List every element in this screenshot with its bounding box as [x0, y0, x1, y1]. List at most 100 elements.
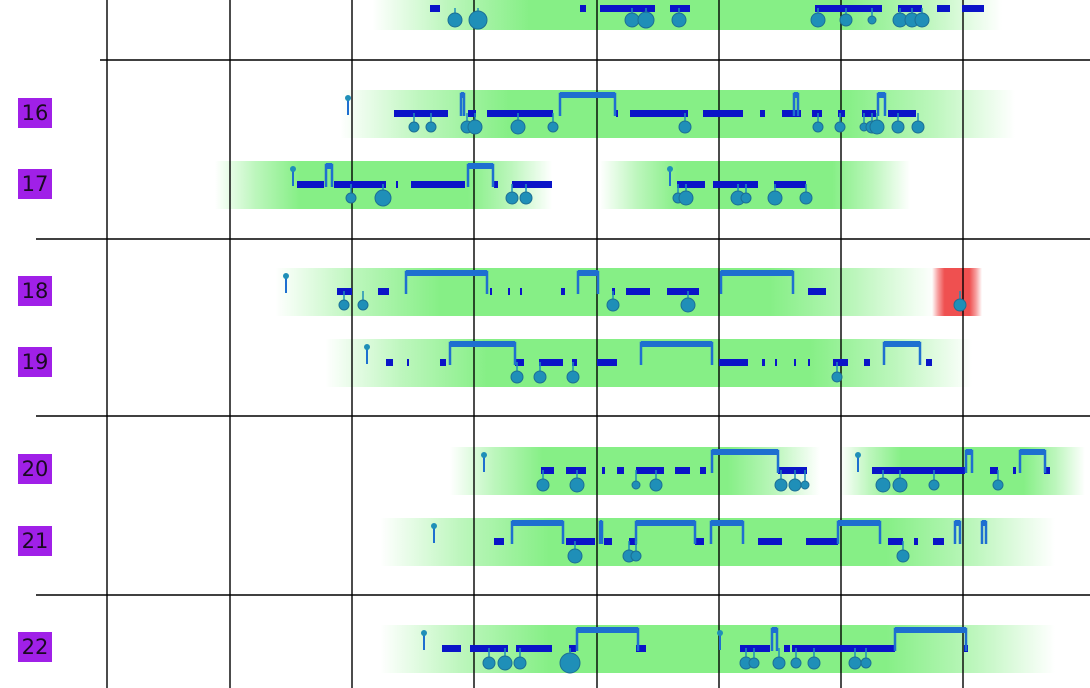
- activity-bar: [378, 288, 389, 295]
- circle-marker-icon: [810, 12, 826, 28]
- activity-bracket-top: [560, 92, 615, 98]
- activity-bar: [775, 359, 777, 366]
- activity-bracket-top: [577, 627, 638, 633]
- pin-marker-icon: [667, 166, 673, 172]
- activity-bar: [490, 288, 492, 295]
- activity-bar: [396, 181, 398, 188]
- activity-bracket-top: [326, 163, 332, 169]
- activity-bar: [487, 110, 553, 117]
- activity-bar: [1044, 467, 1050, 474]
- activity-bar: [762, 359, 765, 366]
- circle-marker-icon: [482, 656, 496, 670]
- row-label-22[interactable]: 22: [18, 632, 52, 662]
- row-label-18[interactable]: 18: [18, 276, 52, 306]
- circle-marker-icon: [790, 657, 802, 669]
- circle-marker-icon: [536, 478, 550, 492]
- circle-marker-icon: [812, 121, 824, 133]
- activity-bar: [602, 467, 605, 474]
- activity-bar: [334, 181, 386, 188]
- activity-bracket-top: [406, 270, 487, 276]
- activity-bar: [914, 538, 918, 545]
- activity-bracket-top: [636, 520, 695, 526]
- activity-bracket-top: [884, 341, 920, 347]
- activity-bar: [508, 288, 510, 295]
- circle-marker-icon: [338, 299, 350, 311]
- circle-marker-icon: [831, 371, 843, 383]
- activity-bar: [617, 467, 624, 474]
- activity-bracket-top: [1020, 449, 1045, 455]
- activity-bar: [616, 110, 618, 117]
- circle-marker-icon: [569, 477, 585, 493]
- activity-bar: [468, 110, 476, 117]
- activity-bar: [677, 181, 705, 188]
- circle-marker-icon: [606, 298, 620, 312]
- circle-marker-icon: [510, 119, 526, 135]
- circle-marker-icon: [807, 656, 821, 670]
- circle-marker-icon: [678, 190, 694, 206]
- row-label-16[interactable]: 16: [18, 98, 52, 128]
- activity-bar: [494, 538, 504, 545]
- circle-marker-icon: [911, 120, 925, 134]
- circle-marker-icon: [748, 657, 760, 669]
- activity-bar: [990, 467, 998, 474]
- circle-marker-icon: [839, 13, 853, 27]
- circle-marker-icon: [869, 119, 885, 135]
- circle-marker-icon: [637, 11, 655, 29]
- row-label-21[interactable]: 21: [18, 526, 52, 556]
- activity-bar: [815, 5, 882, 12]
- circle-marker-icon: [357, 299, 369, 311]
- activity-bar: [888, 110, 916, 117]
- row-label-19[interactable]: 19: [18, 347, 52, 377]
- activity-bar: [297, 181, 324, 188]
- pin-marker-icon: [421, 630, 427, 636]
- circle-marker-icon: [867, 15, 877, 25]
- activity-bar: [713, 181, 758, 188]
- activity-bar: [719, 359, 748, 366]
- circle-marker-icon: [992, 479, 1004, 491]
- activity-bracket-top: [955, 520, 960, 526]
- activity-bar: [539, 359, 563, 366]
- circle-marker-icon: [788, 478, 802, 492]
- circle-marker-icon: [559, 652, 581, 674]
- activity-bar: [430, 5, 440, 12]
- activity-bar: [700, 467, 706, 474]
- pin-marker-icon: [855, 452, 861, 458]
- circle-marker-icon: [519, 191, 533, 205]
- activity-bar: [494, 181, 498, 188]
- activity-bar: [782, 110, 801, 117]
- activity-bar: [740, 645, 770, 652]
- activity-bracket-top: [772, 627, 777, 633]
- activity-bracket-top: [600, 520, 602, 526]
- activity-bracket-top: [512, 520, 563, 526]
- circle-marker-icon: [953, 298, 967, 312]
- circle-marker-icon: [834, 121, 846, 133]
- circle-marker-icon: [345, 192, 357, 204]
- activity-bar: [629, 538, 637, 545]
- activity-bar: [569, 645, 576, 652]
- activity-bar: [872, 467, 965, 474]
- circle-marker-icon: [631, 480, 641, 490]
- activity-bar: [838, 110, 845, 117]
- activity-bar: [808, 359, 810, 366]
- circle-marker-icon: [467, 119, 483, 135]
- activity-bar: [604, 538, 612, 545]
- activity-bar: [774, 181, 806, 188]
- activity-bracket-top: [838, 520, 880, 526]
- circle-marker-icon: [767, 190, 783, 206]
- activity-bar: [394, 110, 448, 117]
- activity-bar: [541, 467, 554, 474]
- activity-bracket-top: [468, 163, 493, 169]
- activity-bar: [386, 359, 393, 366]
- circle-marker-icon: [374, 189, 392, 207]
- pin-marker-icon: [290, 166, 296, 172]
- circle-marker-icon: [468, 10, 488, 30]
- activity-bar: [898, 5, 922, 12]
- row-label-20[interactable]: 20: [18, 454, 52, 484]
- row-label-17[interactable]: 17: [18, 169, 52, 199]
- activity-bar: [862, 110, 876, 117]
- circle-marker-icon: [740, 192, 752, 204]
- activity-bar: [806, 538, 838, 545]
- circle-marker-icon: [799, 191, 813, 205]
- pin-marker-icon: [717, 630, 723, 636]
- activity-bracket-top: [966, 449, 972, 455]
